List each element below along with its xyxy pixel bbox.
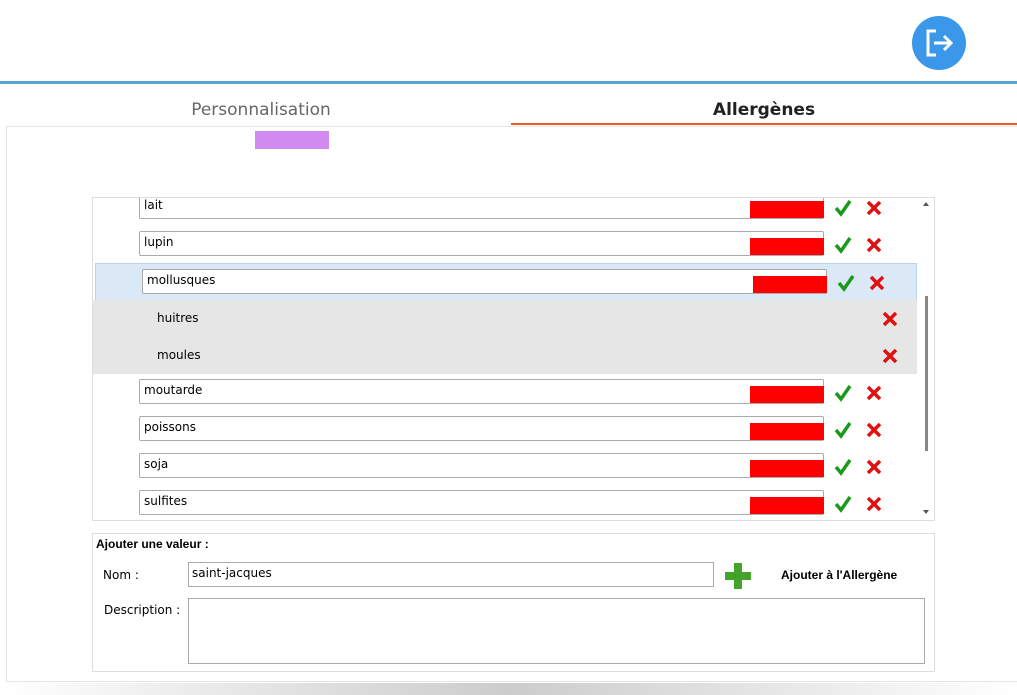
form-title: Ajouter une valeur :	[96, 537, 209, 551]
header-line	[0, 81, 1017, 84]
value-row: moules	[93, 337, 917, 374]
allergen-input[interactable]: soja	[139, 453, 824, 478]
value-row: huitres	[93, 300, 917, 337]
color-box	[750, 238, 824, 255]
delete-icon[interactable]	[867, 273, 887, 293]
scrollbar[interactable]	[918, 198, 934, 518]
description-label: Description :	[104, 603, 181, 617]
allergen-input[interactable]: moutarde	[139, 379, 824, 404]
color-box	[750, 386, 824, 403]
color-box	[750, 497, 824, 514]
validate-icon[interactable]	[833, 383, 853, 403]
allergen-row: lupin	[93, 226, 917, 263]
allergen-row: poissons	[93, 411, 917, 448]
delete-icon[interactable]	[864, 383, 884, 403]
footer-shadow	[0, 683, 1017, 695]
validate-icon[interactable]	[833, 198, 853, 218]
delete-icon[interactable]	[880, 309, 900, 329]
allergen-list: lait lupin mollusques huitres moules moutarde…	[92, 197, 935, 521]
allergen-row: moutarde	[93, 374, 917, 411]
allergen-input[interactable]: lait	[139, 198, 824, 219]
tab-active[interactable]: Allergènes	[712, 100, 816, 120]
add-value-form: Ajouter une valeur : Nom : saint-jacques…	[92, 533, 935, 672]
validate-icon[interactable]	[833, 494, 853, 514]
logout-button[interactable]	[911, 16, 967, 72]
delete-icon[interactable]	[880, 346, 900, 366]
allergen-input[interactable]: mollusques	[142, 269, 827, 294]
content-panel	[6, 126, 1017, 682]
delete-icon[interactable]	[864, 494, 884, 514]
name-input[interactable]: saint-jacques	[188, 562, 714, 587]
delete-icon[interactable]	[864, 420, 884, 440]
delete-icon[interactable]	[864, 198, 884, 218]
name-label: Nom :	[103, 568, 139, 582]
allergen-input[interactable]: poissons	[139, 416, 824, 441]
color-box	[750, 201, 824, 218]
color-box	[750, 460, 824, 477]
allergen-row: mollusques	[95, 263, 917, 302]
allergen-input[interactable]: sulfites	[139, 490, 824, 515]
allergen-row: lait	[93, 198, 917, 226]
value-name: moules	[157, 348, 201, 362]
color-box	[753, 276, 827, 293]
color-swatch	[255, 131, 329, 149]
validate-icon[interactable]	[833, 420, 853, 440]
value-name: huitres	[157, 311, 199, 325]
validate-icon[interactable]	[833, 235, 853, 255]
allergen-row: sulfites	[93, 485, 917, 520]
allergen-row: soja	[93, 448, 917, 485]
tab[interactable]: Personnalisation	[191, 100, 331, 120]
validate-icon[interactable]	[836, 273, 856, 293]
description-input[interactable]	[188, 598, 925, 664]
delete-icon[interactable]	[864, 235, 884, 255]
add-button[interactable]: Ajouter à l'Allergène	[781, 568, 898, 582]
validate-icon[interactable]	[833, 457, 853, 477]
add-icon[interactable]	[723, 562, 753, 590]
tab-underline	[511, 123, 1017, 125]
color-box	[750, 423, 824, 440]
allergen-input[interactable]: lupin	[139, 231, 824, 256]
delete-icon[interactable]	[864, 457, 884, 477]
